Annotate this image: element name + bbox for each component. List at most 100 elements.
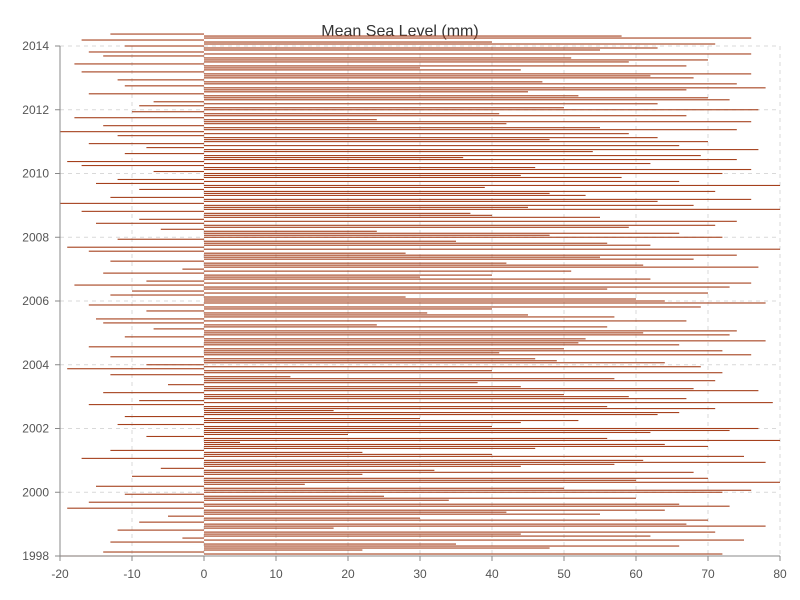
bar: [204, 139, 550, 141]
bar: [204, 543, 456, 545]
bar: [204, 300, 665, 302]
bar: [204, 386, 521, 388]
bar: [168, 384, 204, 386]
x-tick-label: 50: [557, 567, 571, 581]
bar: [146, 435, 204, 438]
bar: [204, 288, 608, 290]
bar: [204, 234, 550, 236]
bar: [204, 162, 651, 165]
bar: [204, 200, 658, 202]
y-tick-label: 2008: [22, 230, 49, 244]
bar: [204, 447, 536, 449]
bar: [204, 509, 665, 511]
bar: [117, 178, 204, 181]
bar: [204, 398, 687, 400]
bar: [204, 354, 752, 356]
bar: [204, 244, 651, 246]
bar: [146, 147, 204, 149]
bar: [204, 431, 651, 434]
bar: [96, 222, 204, 224]
bar: [132, 111, 204, 113]
bar: [88, 250, 204, 252]
bar: [81, 164, 204, 167]
bar: [204, 53, 752, 55]
bar: [204, 308, 492, 310]
bar: [204, 186, 485, 188]
bar: [204, 358, 536, 360]
bar: [204, 495, 384, 497]
bar: [204, 533, 521, 535]
bar: [204, 390, 759, 392]
bar: [204, 206, 528, 208]
bar: [204, 67, 420, 69]
bar: [204, 274, 492, 276]
bar: [204, 378, 615, 380]
bar: [204, 525, 766, 527]
bar: [110, 374, 204, 376]
bar: [204, 419, 579, 422]
bar: [204, 180, 680, 183]
bar: [103, 125, 204, 127]
bar: [204, 414, 658, 416]
bar: [204, 115, 687, 117]
x-tick-label: -20: [51, 567, 69, 581]
bar: [204, 471, 694, 473]
y-tick-label: 2012: [22, 103, 49, 117]
bar: [204, 406, 608, 408]
bar: [204, 445, 708, 447]
bar: [110, 541, 204, 543]
bar: [124, 153, 204, 155]
bar: [204, 481, 780, 483]
bar: [204, 433, 348, 436]
bar: [117, 135, 204, 137]
bar: [204, 547, 550, 549]
bar: [204, 340, 766, 342]
bar: [204, 264, 644, 266]
bar: [204, 455, 744, 457]
bar: [204, 166, 536, 169]
bar: [204, 133, 629, 135]
bar: [204, 73, 752, 75]
bar: [204, 103, 658, 105]
bar: [153, 328, 204, 330]
x-tick-label: 70: [701, 567, 715, 581]
bar: [204, 553, 723, 555]
bar: [88, 304, 204, 306]
bar: [204, 330, 737, 332]
bar: [204, 192, 550, 194]
x-tick-label: 30: [413, 567, 427, 581]
bar: [204, 81, 543, 83]
bar: [204, 168, 752, 171]
bar: [204, 87, 766, 89]
bar: [204, 208, 780, 210]
bar: [204, 43, 716, 45]
bar: [204, 539, 744, 541]
bar: [204, 35, 622, 37]
bar: [204, 214, 492, 216]
bar: [204, 127, 600, 129]
bar: [204, 465, 521, 467]
bar: [204, 109, 759, 111]
bar: [204, 376, 291, 378]
bar: [204, 41, 492, 43]
bar: [204, 37, 752, 39]
bar: [204, 459, 644, 461]
bar: [103, 322, 204, 324]
bar: [204, 499, 449, 501]
bar: [204, 174, 521, 177]
bar: [204, 527, 334, 529]
bar: [204, 344, 680, 346]
bar: [88, 93, 204, 95]
bar: [204, 489, 752, 491]
bar: [204, 194, 586, 196]
bar: [204, 372, 723, 374]
bar: [182, 268, 204, 270]
y-tick-label: 2004: [22, 358, 49, 372]
bar: [204, 366, 701, 368]
bar: [204, 479, 636, 481]
bar: [204, 59, 708, 61]
bar: [204, 83, 737, 85]
bar: [67, 246, 204, 248]
bar: [204, 61, 629, 63]
bar: [204, 519, 708, 521]
